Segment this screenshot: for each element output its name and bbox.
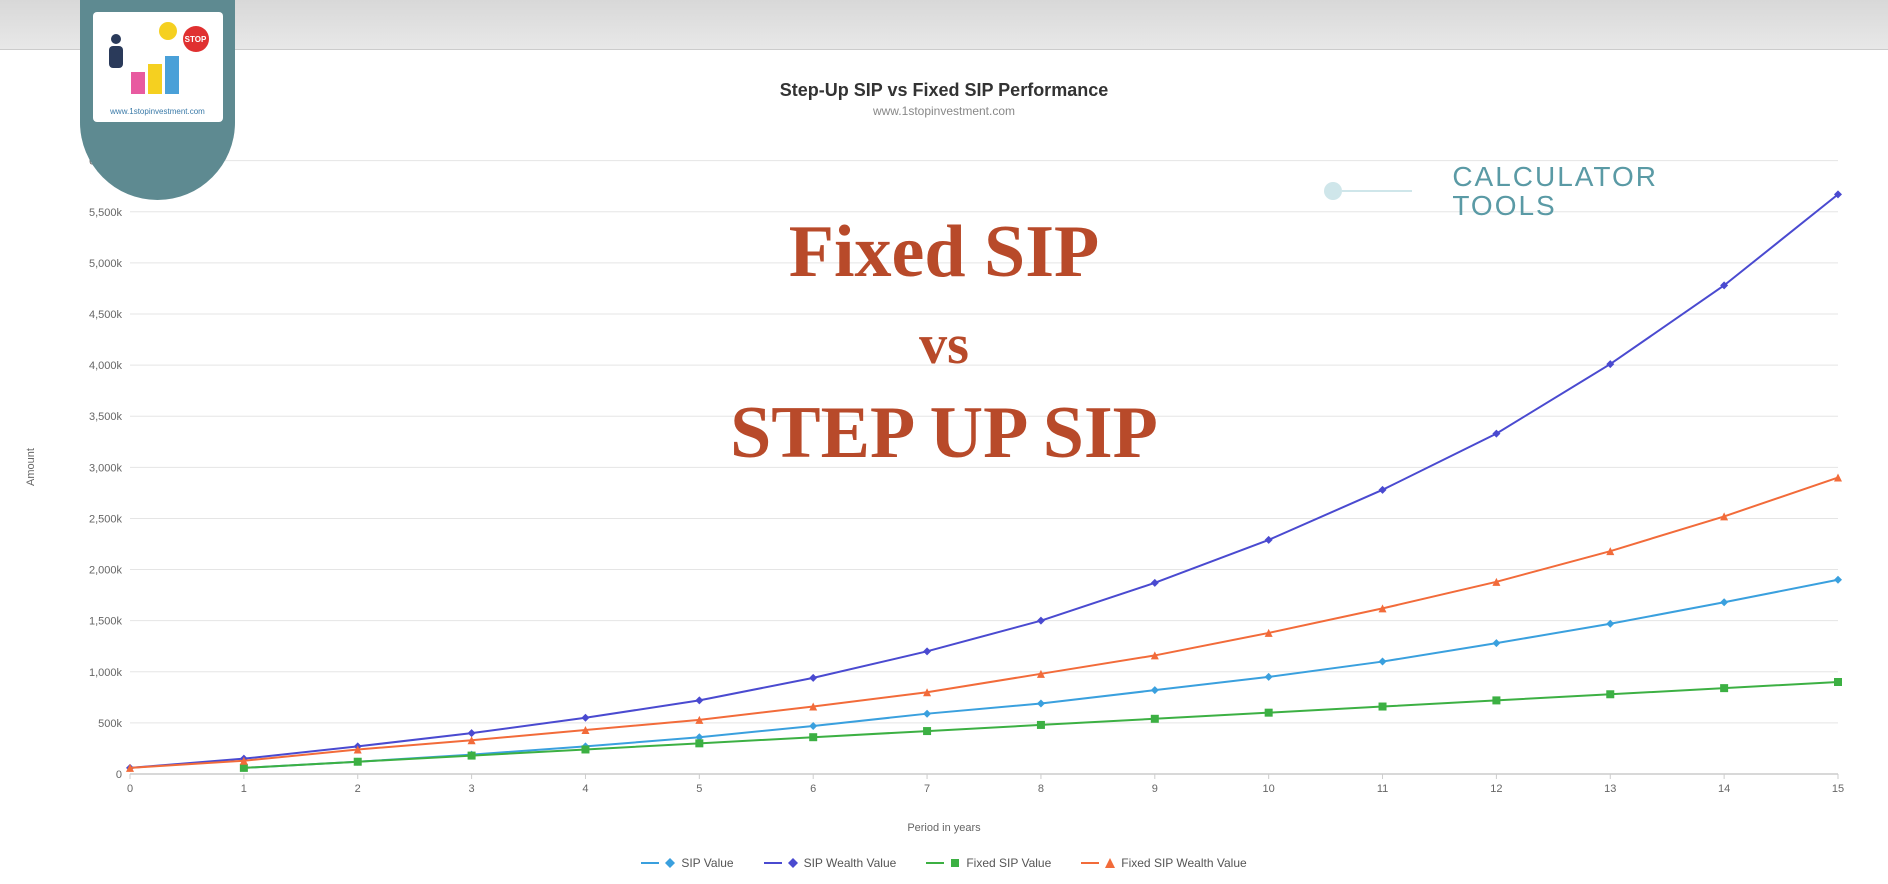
calculator-tools-link[interactable]: CALCULATOR TOOLS <box>1324 162 1658 221</box>
chart-legend: SIP Value SIP Wealth Value Fixed SIP Value… <box>0 856 1888 870</box>
svg-text:11: 11 <box>1377 783 1388 795</box>
logo-url-text: www.1stopinvestment.com <box>93 107 223 116</box>
svg-text:7: 7 <box>924 783 930 795</box>
logo-image: STOP www.1stopinvestment.com <box>93 12 223 122</box>
legend-item[interactable]: Fixed SIP Wealth Value <box>1081 856 1246 870</box>
legend-item[interactable]: SIP Wealth Value <box>764 856 897 870</box>
svg-text:8: 8 <box>1038 783 1044 795</box>
calc-line2: TOOLS <box>1452 191 1658 220</box>
legend-item[interactable]: Fixed SIP Value <box>926 856 1051 870</box>
svg-text:4,000k: 4,000k <box>89 360 123 372</box>
svg-text:4,500k: 4,500k <box>89 309 123 321</box>
svg-text:0: 0 <box>116 769 122 781</box>
legend-item[interactable]: SIP Value <box>641 856 733 870</box>
svg-text:14: 14 <box>1718 783 1730 795</box>
svg-text:6: 6 <box>810 783 816 795</box>
svg-text:12: 12 <box>1490 783 1502 795</box>
svg-text:4: 4 <box>582 783 588 795</box>
svg-text:5,000k: 5,000k <box>89 258 123 270</box>
svg-text:1,000k: 1,000k <box>89 667 123 679</box>
svg-text:2: 2 <box>355 783 361 795</box>
svg-text:1,500k: 1,500k <box>89 616 123 628</box>
chart-svg: 0 500k 1,000k 1,500k 2,000k 2,500k 3,000k 3,500… <box>80 120 1848 804</box>
svg-text:5: 5 <box>696 783 702 795</box>
logo-badge[interactable]: STOP www.1stopinvestment.com <box>80 0 235 200</box>
svg-text:3,500k: 3,500k <box>89 411 123 423</box>
top-banner <box>0 0 1888 50</box>
bars-icon <box>131 56 179 94</box>
svg-text:2,000k: 2,000k <box>89 565 123 577</box>
chart-plot-area: 0 500k 1,000k 1,500k 2,000k 2,500k 3,000k 3,500… <box>80 120 1848 804</box>
chart-title: Step-Up SIP vs Fixed SIP Performance <box>0 80 1888 101</box>
svg-text:5,500k: 5,500k <box>89 207 123 219</box>
svg-text:0: 0 <box>127 783 133 795</box>
svg-text:2,500k: 2,500k <box>89 513 123 525</box>
svg-text:500k: 500k <box>98 718 122 730</box>
svg-text:15: 15 <box>1832 783 1844 795</box>
person-icon <box>107 34 125 74</box>
bulb-icon <box>159 22 177 40</box>
svg-text:10: 10 <box>1263 783 1275 795</box>
svg-text:1: 1 <box>241 783 247 795</box>
calculator-tools-label: CALCULATOR TOOLS <box>1452 162 1658 221</box>
x-axis-label: Period in years <box>0 822 1888 834</box>
y-axis-label: Amount <box>25 448 37 486</box>
svg-text:3: 3 <box>469 783 475 795</box>
stop-icon: STOP <box>183 26 209 52</box>
chart-subtitle: www.1stopinvestment.com <box>0 104 1888 118</box>
link-decoration <box>1324 182 1412 200</box>
svg-text:13: 13 <box>1604 783 1616 795</box>
calc-line1: CALCULATOR <box>1452 162 1658 191</box>
svg-text:9: 9 <box>1152 783 1158 795</box>
svg-text:3,000k: 3,000k <box>89 462 123 474</box>
